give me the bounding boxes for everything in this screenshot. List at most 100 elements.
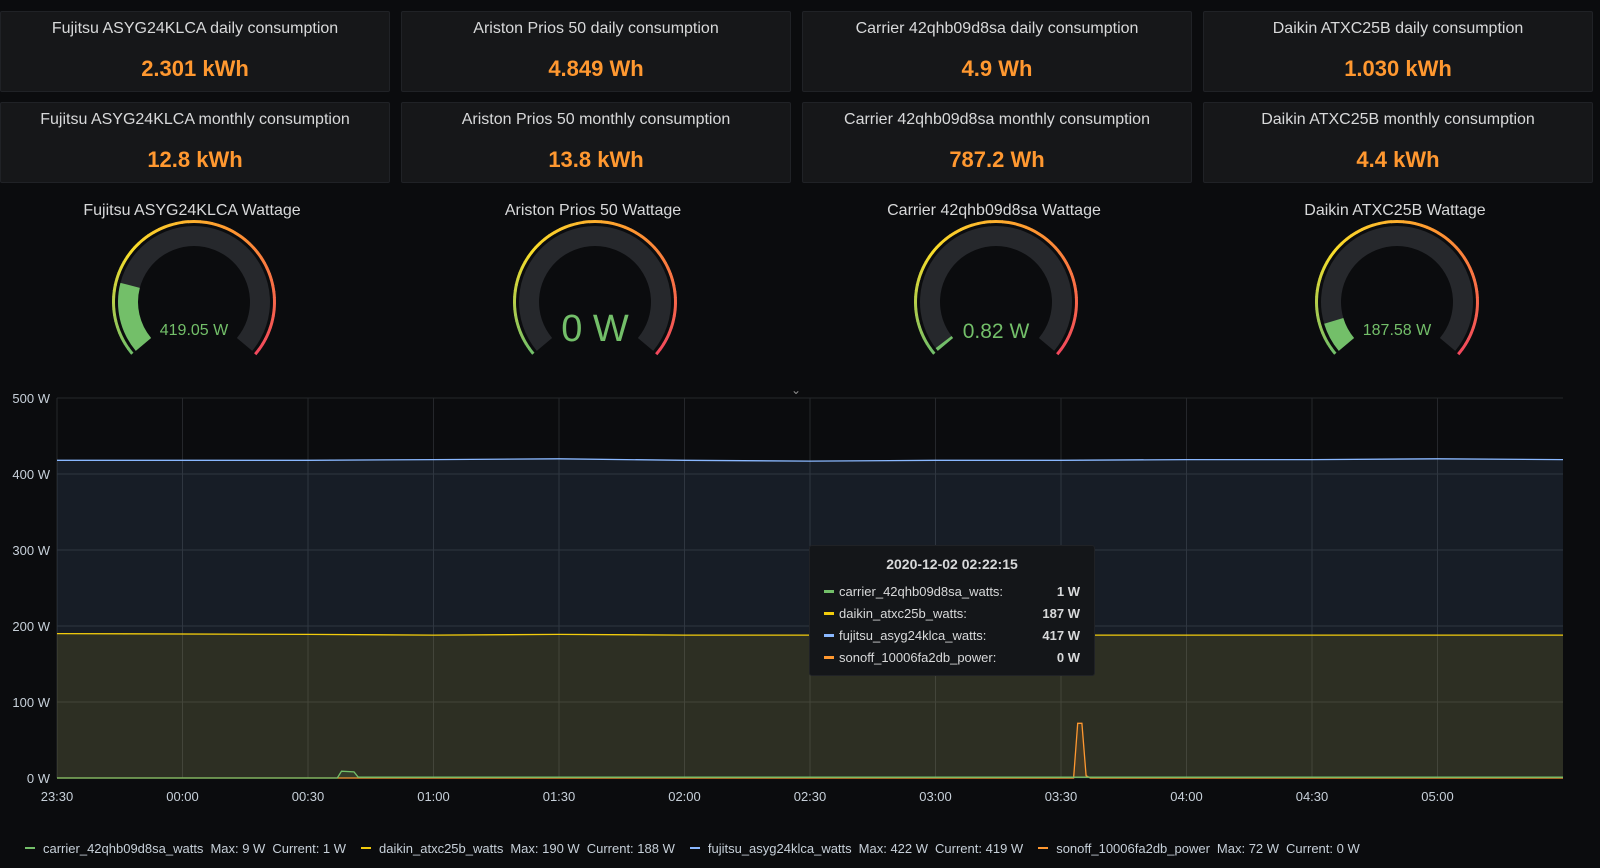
stat-value: 4.9 Wh xyxy=(961,56,1033,81)
sonoff-legend-swatch-icon xyxy=(1038,847,1049,849)
gauge-value: 187.58 W xyxy=(1363,322,1432,339)
gauge-threshold-segment xyxy=(1446,238,1454,246)
gauge-threshold-segment xyxy=(238,234,247,242)
gauge-threshold-segment xyxy=(925,342,932,350)
gauge-title: Carrier 42qhb09d8sa Wattage xyxy=(887,202,1101,219)
x-tick-label: 05:00 xyxy=(1421,789,1454,804)
fujitsu-swatch-icon xyxy=(824,633,834,637)
gauge-threshold-segment xyxy=(660,256,667,264)
stat-panel-daikin-monthly[interactable]: Daikin ATXC25B monthly consumption 4.4 k… xyxy=(1203,102,1593,183)
gauge-threshold-segment xyxy=(269,278,275,287)
gauge-threshold-segment xyxy=(1045,238,1053,246)
gauge-threshold-segment xyxy=(1315,302,1319,310)
gauge-threshold-segment xyxy=(211,222,220,227)
gauge-threshold-segment xyxy=(588,220,596,224)
gauge-threshold-segment xyxy=(519,331,525,340)
gauge-threshold-segment xyxy=(644,238,652,246)
gauge-threshold-segment xyxy=(516,272,522,280)
gauge-threshold-segment xyxy=(1475,297,1479,305)
legend-max: Max: 72 W xyxy=(1216,840,1280,856)
tooltip-series-value: 417 W xyxy=(1042,627,1080,643)
gauge-threshold-segment xyxy=(927,250,935,259)
gauge-title: Ariston Prios 50 Wattage xyxy=(504,202,682,219)
gauge-threshold-segment xyxy=(265,267,271,275)
gauge-threshold-segment xyxy=(1473,315,1478,323)
gauge-threshold-segment xyxy=(582,220,590,224)
gauge-value: 0.82 W xyxy=(963,320,1030,343)
gauge-threshold-segment xyxy=(672,309,677,317)
stat-panel-carrier-monthly[interactable]: Carrier 42qhb09d8sa monthly consumption … xyxy=(802,102,1192,183)
gauge-threshold-segment xyxy=(667,326,673,335)
gauge-threshold-segment xyxy=(612,222,621,227)
gauge-threshold-segment xyxy=(217,223,225,229)
gauge-arc-group xyxy=(513,220,677,356)
gauge-threshold-segment xyxy=(669,321,675,329)
gauge-threshold-segment xyxy=(916,320,922,328)
stat-panel-daikin-daily[interactable]: Daikin ATXC25B daily consumption 1.030 k… xyxy=(1203,11,1593,92)
x-tick-label: 00:30 xyxy=(292,789,325,804)
gauge-threshold-segment xyxy=(523,255,530,264)
gauge-threshold-segment xyxy=(268,321,274,329)
gauge-threshold-segment xyxy=(1013,222,1022,227)
gauge-threshold-segment xyxy=(624,225,632,232)
gauge-panel-ariston[interactable]: Ariston Prios 50 Wattage 0 W xyxy=(401,192,785,372)
y-tick-label: 400 W xyxy=(12,467,50,482)
gauge-threshold-segment xyxy=(917,272,923,280)
stat-title: Fujitsu ASYG24KLCA daily consumption xyxy=(51,20,339,37)
gauge-threshold-segment xyxy=(115,272,121,280)
gauge-threshold-segment xyxy=(996,220,1003,224)
gauge-threshold-segment xyxy=(1074,291,1078,299)
gauge-threshold-segment xyxy=(1318,272,1324,280)
gauge-threshold-segment xyxy=(513,290,517,298)
gauge-threshold-segment xyxy=(261,337,268,346)
gauge-threshold-segment xyxy=(1322,261,1329,269)
stat-panel-carrier-daily[interactable]: Carrier 42qhb09d8sa daily consumption 4.… xyxy=(802,11,1192,92)
gauge-threshold-segment xyxy=(595,220,602,224)
stat-panel-fujitsu-monthly[interactable]: Fujitsu ASYG24KLCA monthly consumption 1… xyxy=(0,102,390,183)
gauge-threshold-segment xyxy=(1071,278,1077,287)
gauge-threshold-segment xyxy=(233,231,242,238)
gauge-threshold-segment xyxy=(163,223,172,229)
chevron-down-icon[interactable]: ⌄ xyxy=(791,383,802,397)
gauge-threshold-segment xyxy=(1050,242,1058,250)
tooltip-series-value: 1 W xyxy=(1056,583,1080,599)
legend-item-fujitsu[interactable]: fujitsu_asyg24klca_watts Max: 422 W Curr… xyxy=(689,841,1023,856)
tooltip-series-name: fujitsu_asyg24klca_watts: xyxy=(839,627,987,643)
gauge-threshold-segment xyxy=(662,337,669,346)
gauge-threshold-segment xyxy=(123,342,130,350)
y-tick-label: 500 W xyxy=(12,391,50,406)
stat-panel-ariston-monthly[interactable]: Ariston Prios 50 monthly consumption 13.… xyxy=(401,102,791,183)
gauge-panel-carrier[interactable]: Carrier 42qhb09d8sa Wattage 0.82 W xyxy=(802,192,1186,372)
stat-title: Daikin ATXC25B daily consumption xyxy=(1272,20,1524,37)
gauge-threshold-segment xyxy=(118,331,124,340)
gauge-threshold-segment xyxy=(671,315,676,323)
legend-item-daikin[interactable]: daikin_atxc25b_watts Max: 190 W Current:… xyxy=(361,841,675,856)
stat-panel-fujitsu-daily[interactable]: Fujitsu ASYG24KLCA daily consumption 2.3… xyxy=(0,11,390,92)
gauge-threshold-segment xyxy=(1426,225,1434,232)
gauge-threshold-segment xyxy=(921,261,928,269)
gauge-panel-fujitsu[interactable]: Fujitsu ASYG24KLCA Wattage 419.05 W xyxy=(0,192,384,372)
gauge-panel-daikin[interactable]: Daikin ATXC25B Wattage 187.58 W xyxy=(1203,192,1587,372)
gauge-threshold-segment xyxy=(181,220,189,224)
x-tick-label: 03:30 xyxy=(1045,789,1078,804)
gauge-threshold-segment xyxy=(524,342,531,350)
wattage-graph[interactable]: 0 W 100 W 200 W 300 W 400 W 500 W 23:30 00:00 00… xyxy=(0,380,1600,868)
gauge-threshold-segment xyxy=(267,273,273,281)
gauge-threshold-segment xyxy=(257,343,265,351)
gauge-track xyxy=(519,226,671,351)
legend-item-carrier[interactable]: carrier_42qhb09d8sa_watts Max: 9 W Curre… xyxy=(25,841,346,856)
gauge-threshold-segment xyxy=(272,303,276,311)
gauge-threshold-segment xyxy=(673,297,677,305)
gauge-arc-group xyxy=(914,220,1078,356)
gauge-threshold-segment xyxy=(1025,225,1033,232)
gauge-threshold-segment xyxy=(1372,221,1380,227)
legend-item-sonoff[interactable]: sonoff_10006fa2db_power Max: 72 W Curren… xyxy=(1038,841,1360,856)
gauge-threshold-segment xyxy=(271,309,276,317)
stat-value: 4.849 Wh xyxy=(548,56,644,81)
gauge-threshold-segment xyxy=(530,246,538,254)
gauge-threshold-segment xyxy=(113,278,119,286)
gauge-threshold-segment xyxy=(920,331,926,340)
stat-panel-ariston-daily[interactable]: Ariston Prios 50 daily consumption 4.849… xyxy=(401,11,791,92)
gauge-threshold-segment xyxy=(983,220,991,224)
gauge-threshold-segment xyxy=(1061,256,1068,264)
